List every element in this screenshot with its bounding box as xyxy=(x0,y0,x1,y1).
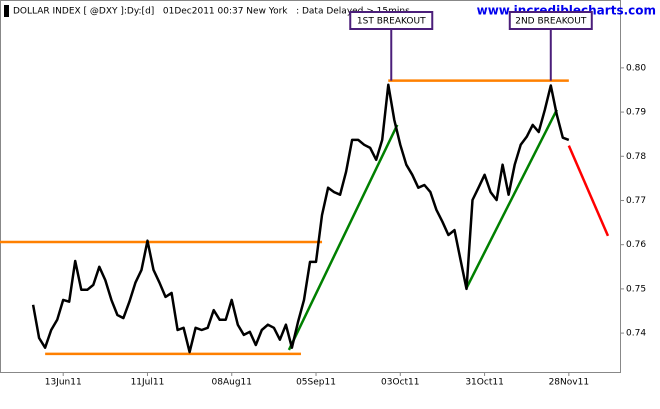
callout-box xyxy=(349,11,434,30)
y-tick-label: 0.78 xyxy=(626,152,646,162)
callout-label: 1ST BREAKOUT xyxy=(357,17,426,27)
y-tick-label: 0.77 xyxy=(626,196,646,206)
callout-label: 2ND BREAKOUT xyxy=(515,17,587,27)
x-tick-label: 31Oct11 xyxy=(465,378,503,388)
x-tick-label: 11Jul11 xyxy=(131,378,165,388)
y-tick-label: 0.76 xyxy=(626,240,646,250)
x-tick-label: 05Sep11 xyxy=(296,378,336,388)
trend-line xyxy=(465,109,558,289)
chart-title: DOLLAR INDEX [ @DXY ]:Dy:[d] 01Dec2011 0… xyxy=(13,7,410,17)
x-tick-label: 13Jun11 xyxy=(45,378,82,388)
trend-line xyxy=(567,145,610,237)
header-icon xyxy=(4,5,9,17)
price-line xyxy=(31,83,570,354)
trend-line xyxy=(287,124,399,351)
x-tick-label: 08Aug11 xyxy=(212,378,252,388)
callout-box xyxy=(508,11,593,30)
y-tick-label: 0.79 xyxy=(626,108,646,118)
x-tick-label: 03Oct11 xyxy=(381,378,419,388)
plot-frame xyxy=(0,0,621,373)
x-tick-label: 28Nov11 xyxy=(549,378,589,388)
y-tick-label: 0.80 xyxy=(626,63,646,73)
y-tick-label: 0.74 xyxy=(626,329,646,339)
y-tick-label: 0.75 xyxy=(626,284,646,294)
